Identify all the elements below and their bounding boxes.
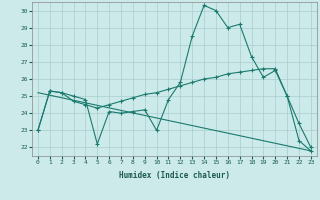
X-axis label: Humidex (Indice chaleur): Humidex (Indice chaleur) bbox=[119, 171, 230, 180]
